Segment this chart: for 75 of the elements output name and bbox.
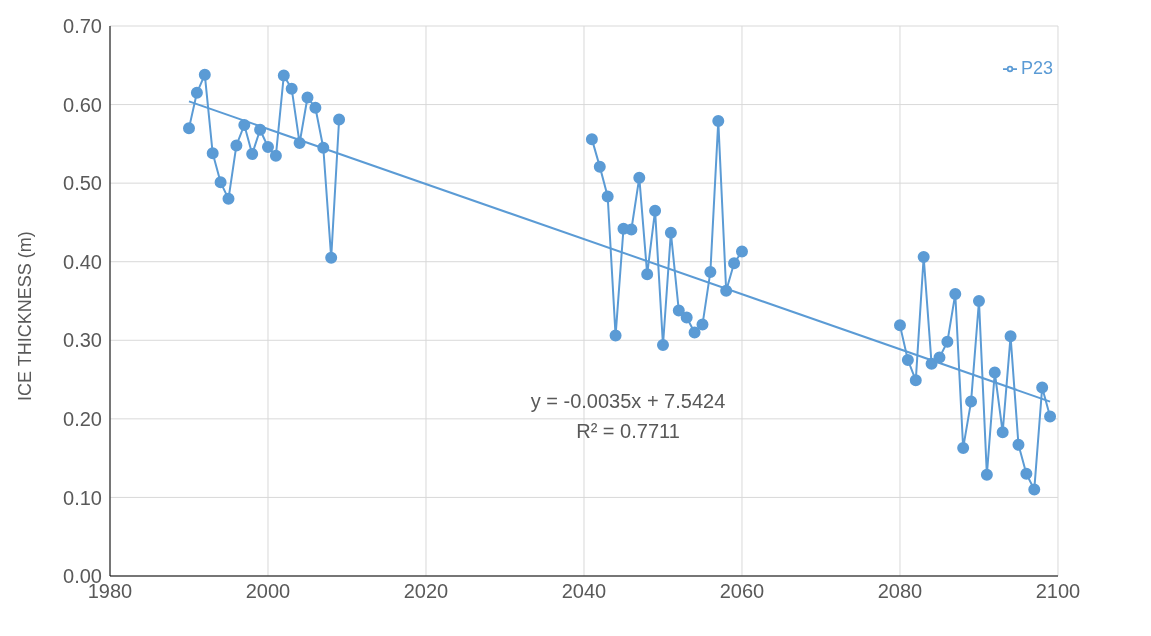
- point: [965, 395, 978, 408]
- y-tick-label: 0.10: [63, 486, 102, 509]
- point: [317, 141, 330, 154]
- point: [735, 245, 748, 258]
- y-tick-label: 0.40: [63, 250, 102, 273]
- point: [585, 133, 598, 146]
- point: [649, 204, 662, 217]
- point: [704, 265, 717, 278]
- point: [712, 115, 725, 128]
- x-tick-label: 2020: [403, 580, 449, 603]
- point: [941, 335, 954, 348]
- point: [1004, 330, 1017, 343]
- point: [333, 113, 346, 126]
- point: [680, 311, 693, 324]
- point: [601, 190, 614, 203]
- point: [269, 149, 282, 162]
- point: [293, 137, 306, 150]
- point: [238, 119, 251, 131]
- point: [246, 148, 259, 161]
- point: [609, 329, 622, 342]
- point: [728, 257, 741, 270]
- point: [222, 192, 235, 205]
- point: [656, 339, 669, 351]
- point: [641, 268, 654, 281]
- point: [720, 284, 733, 297]
- point: [1036, 381, 1049, 394]
- point: [933, 351, 946, 364]
- point: [901, 353, 914, 366]
- x-tick-label: 2100: [1035, 580, 1081, 603]
- y-tick-label: 0.70: [63, 15, 102, 38]
- point: [214, 176, 227, 189]
- point: [972, 295, 985, 307]
- point: [325, 251, 338, 264]
- point: [285, 82, 298, 95]
- point: [1028, 483, 1041, 496]
- point: [593, 160, 606, 173]
- x-tick-label: 2000: [245, 580, 291, 603]
- point: [1044, 410, 1057, 423]
- y-axis-title: ICE THICKNESS (m): [15, 231, 36, 401]
- point: [996, 426, 1009, 439]
- y-tick-label: 0.60: [63, 93, 102, 116]
- x-tick-label: 2080: [877, 580, 923, 603]
- point: [672, 304, 685, 317]
- point: [198, 68, 211, 81]
- annotation: y = -0.0035x + 7.5424: [529, 389, 727, 414]
- annotation: R² = 0.7711: [575, 419, 681, 444]
- y-tick-label: 0.20: [63, 407, 102, 430]
- point: [309, 101, 322, 114]
- y-tick-label: 0.30: [63, 329, 102, 352]
- point: [206, 147, 219, 160]
- point: [909, 374, 922, 387]
- point: [190, 86, 203, 99]
- x-tick-label: 2060: [719, 580, 765, 603]
- point: [949, 287, 962, 300]
- x-tick-label: 2040: [561, 580, 607, 603]
- point: [925, 357, 938, 370]
- y-tick-label: 0.50: [63, 172, 102, 195]
- point: [277, 69, 290, 82]
- point: [633, 171, 646, 184]
- point: [1012, 438, 1025, 451]
- point: [1020, 467, 1033, 480]
- point: [254, 123, 267, 136]
- point: [301, 91, 314, 104]
- point: [696, 318, 709, 331]
- point: [957, 441, 970, 454]
- point: [980, 468, 993, 481]
- point: [893, 319, 906, 332]
- point: [988, 366, 1001, 379]
- point: [230, 139, 243, 152]
- point: [688, 326, 701, 339]
- point: [183, 122, 195, 135]
- point: [262, 141, 274, 153]
- point: [664, 226, 677, 239]
- point: [917, 251, 930, 263]
- legend-label: P23: [1020, 58, 1053, 78]
